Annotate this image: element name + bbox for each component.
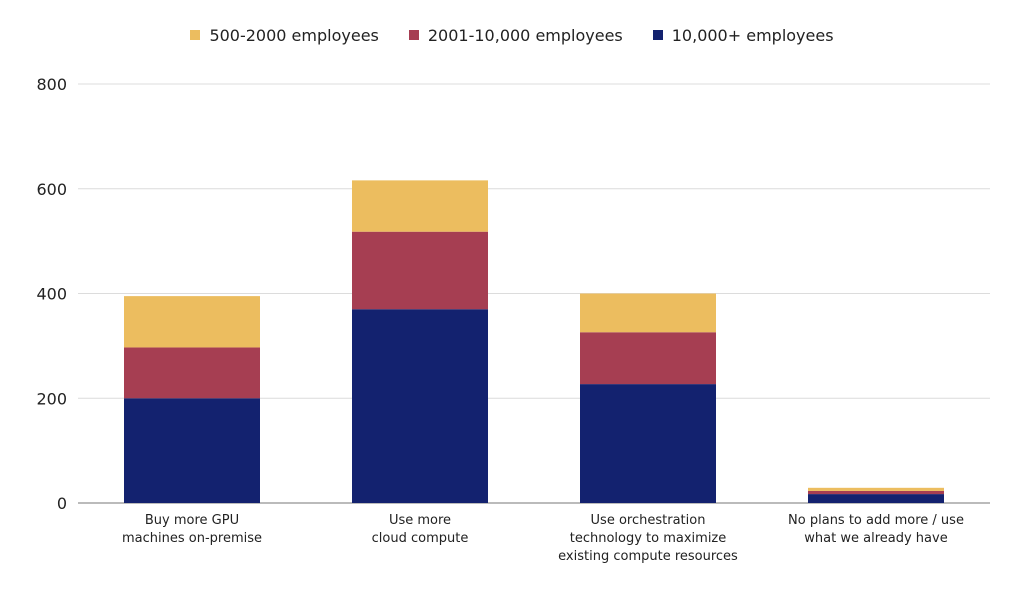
y-tick-label: 400 [36,285,67,304]
y-tick-label: 800 [36,75,67,94]
bar-segment [124,398,260,503]
x-category-label: what we already have [804,531,947,546]
bar-segment [808,494,944,503]
legend-swatch [652,30,663,40]
x-category-label: Use more [389,513,451,528]
x-category-label: Use orchestration [591,513,706,528]
legend-label: 2001-10,000 employees [427,25,623,45]
x-category-label: cloud compute [372,531,469,546]
bar-segment [352,180,488,232]
x-category-label: Buy more GPU [145,513,239,528]
y-tick-label: 200 [36,389,67,408]
x-category-label: existing compute resources [558,549,738,564]
bar-segment [124,296,260,348]
y-tick-label: 600 [36,180,67,199]
bar-segment [580,384,716,503]
bar-segment [352,309,488,503]
legend-label: 10,000+ employees [671,25,834,45]
chart-legend: 500-2000 employees 2001-10,000 employees 1… [0,22,1024,48]
bar-segment [580,293,716,333]
bar-segment [352,231,488,310]
x-category-label: machines on-premise [122,531,262,546]
legend-swatch [190,30,201,40]
legend-item: 10,000+ employees [652,25,834,45]
legend-label: 500-2000 employees [209,25,379,45]
legend-item: 2001-10,000 employees [408,25,623,45]
bar-segment [124,347,260,399]
legend-swatch [408,30,419,40]
bar-segment [808,487,944,491]
x-category-label: No plans to add more / use [788,513,964,528]
x-category-label: technology to maximize [570,531,727,546]
legend-item: 500-2000 employees [190,25,379,45]
bar-segment [808,490,944,495]
y-tick-label: 0 [57,494,67,513]
bar-segment [580,332,716,385]
